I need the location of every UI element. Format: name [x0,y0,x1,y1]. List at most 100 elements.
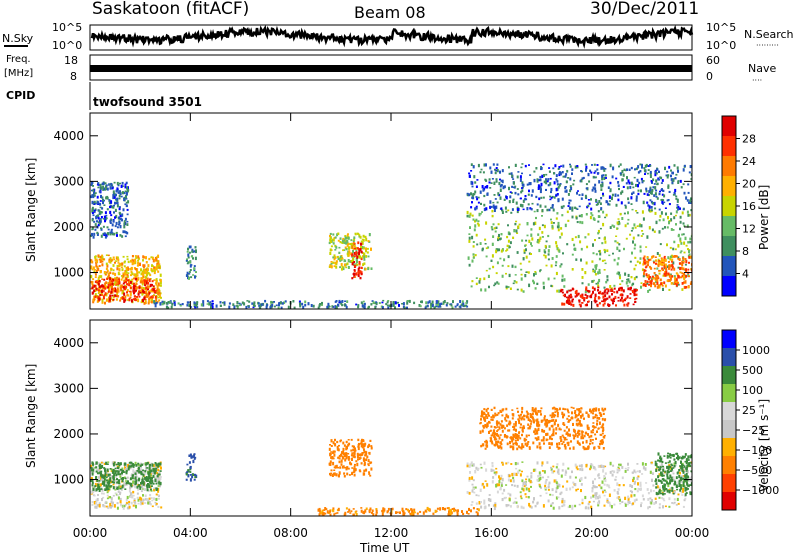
heatmap-cell [339,466,342,469]
heatmap-cell [571,206,574,210]
heatmap-cell [681,274,684,278]
heatmap-cell [354,468,357,472]
heatmap-cell [525,483,527,487]
heatmap-cell [248,300,251,303]
heatmap-cell [501,426,503,429]
heatmap-cell [672,261,675,265]
heatmap-cell [592,500,595,503]
heatmap-cell [521,204,524,208]
heatmap-cell [516,462,519,465]
heatmap-cell [526,444,528,447]
heatmap-cell [660,199,663,201]
heatmap-cell [392,304,395,307]
heatmap-cell [648,259,650,262]
heatmap-cell [485,255,488,258]
heatmap-cell [137,293,140,296]
heatmap-cell [345,446,348,448]
heatmap-cell [101,488,104,492]
heatmap-cell [601,443,604,445]
heatmap-cell [134,476,137,480]
heatmap-cell [577,234,580,239]
heatmap-cell [619,283,622,285]
heatmap-cell [636,212,639,214]
heatmap-cell [131,476,134,480]
heatmap-cell [129,296,132,299]
heatmap-cell [327,302,330,307]
heatmap-cell [148,484,151,488]
heatmap-cell [487,246,490,249]
heatmap-cell [104,500,107,504]
heatmap-cell [536,461,539,465]
heatmap-cell [577,190,579,192]
heatmap-cell [571,168,574,171]
heatmap-cell [158,291,161,294]
heatmap-cell [521,433,523,437]
heatmap-cell [91,484,94,487]
heatmap-cell [535,167,538,170]
heatmap-cell [652,186,655,189]
heatmap-cell [128,297,131,302]
heatmap-cell [537,410,540,413]
heatmap-cell [523,485,526,488]
heatmap-cell [108,258,111,261]
heatmap-cell [528,182,531,186]
heatmap-cell [124,190,127,193]
heatmap-cell [479,171,482,174]
heatmap-cell [660,490,663,492]
heatmap-cell [499,477,502,480]
heatmap-cell [346,472,349,476]
heatmap-cell [131,299,133,303]
heatmap-cell [141,292,144,296]
heatmap-cell [137,462,140,465]
heatmap-cell [641,180,644,184]
heatmap-cell [138,295,141,298]
heatmap-cell [509,191,512,193]
heatmap-cell [649,276,652,279]
heatmap-cell [418,304,421,307]
heatmap-cell [93,200,96,203]
heatmap-cell [640,189,642,193]
heatmap-cell [469,226,471,229]
heatmap-cell [575,258,578,261]
heatmap-cell [639,249,642,253]
heatmap-cell [682,233,685,236]
heatmap-cell [609,188,612,192]
heatmap-cell [93,232,96,236]
heatmap-cell [567,506,570,509]
heatmap-cell [332,242,335,245]
heatmap-cell [528,426,531,430]
heatmap-cell [99,218,102,220]
heatmap-cell [117,472,120,476]
heatmap-cell [586,427,589,430]
heatmap-cell [593,495,596,498]
heatmap-cell [495,438,498,441]
heatmap-cell [677,244,680,248]
heatmap-cell [493,435,496,438]
heatmap-cell [655,275,658,278]
heatmap-cell [558,442,561,446]
heatmap-cell [99,294,102,296]
heatmap-cell [375,302,378,306]
heatmap-cell [607,186,610,189]
heatmap-cell [332,238,335,242]
heatmap-cell [146,498,149,501]
heatmap-cell [139,469,142,471]
heatmap-cell [452,300,454,304]
heatmap-cell [551,414,554,417]
heatmap-cell [676,198,679,201]
heatmap-cell [590,505,593,509]
heatmap-cell [486,441,488,444]
heatmap-cell [584,476,587,479]
heatmap-cell [653,267,656,270]
heatmap-cell [173,300,176,305]
heatmap-cell [187,469,190,471]
heatmap-cell [550,206,553,209]
heatmap-cell [569,189,572,193]
heatmap-cell [582,176,585,179]
heatmap-cell [635,198,638,202]
heatmap-cell [146,293,149,297]
heatmap-cell [125,477,128,481]
heatmap-cell [508,423,511,426]
heatmap-cell [621,169,624,174]
heatmap-cell [571,486,574,489]
